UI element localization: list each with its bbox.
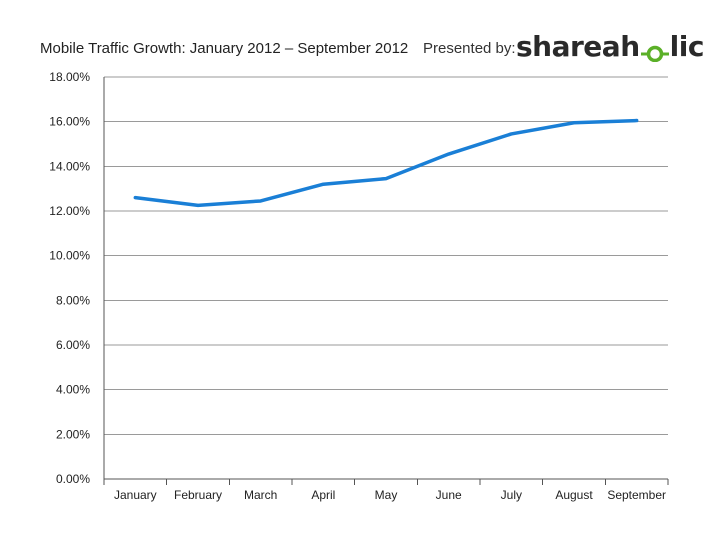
y-tick-label: 16.00% [49,115,90,129]
x-tick-label: August [555,488,593,502]
chart-title: Mobile Traffic Growth: January 2012 – Se… [40,40,409,57]
series-line [133,118,639,208]
y-tick-label: 14.00% [49,159,90,173]
data-point [322,183,325,186]
x-tick-label: June [436,488,462,502]
logo-text-left: shareah [516,29,640,63]
x-tick-label: May [375,488,398,502]
presented-by-label: Presented by: [423,40,516,57]
x-tick-label: September [607,488,666,502]
chart-header: Mobile Traffic Growth: January 2012 – Se… [0,0,720,70]
data-point [134,196,137,199]
y-tick-label: 8.00% [56,293,90,307]
shareaholic-logo: shareah lic [516,24,704,68]
shareaholic-o-icon [640,36,669,63]
data-point [447,152,450,156]
y-tick-label: 18.00% [49,70,90,84]
x-tick-label: April [311,488,335,502]
data-point [572,121,576,124]
y-tick-label: 4.00% [56,383,90,397]
y-tick-label: 0.00% [56,472,90,486]
y-tick-label: 6.00% [56,338,90,352]
y-tick-label: 12.00% [49,204,90,218]
data-point [259,199,262,203]
x-tick-label: January [114,488,157,502]
data-point [635,119,638,122]
logo-text-right: lic [669,29,705,63]
x-tick-label: July [501,488,522,502]
data-point [510,132,513,136]
y-tick-label: 2.00% [56,427,90,441]
x-tick-label: March [244,488,277,502]
x-tick-label: February [174,488,222,502]
data-point [196,204,200,207]
data-point [384,177,388,180]
y-tick-label: 10.00% [49,249,90,263]
